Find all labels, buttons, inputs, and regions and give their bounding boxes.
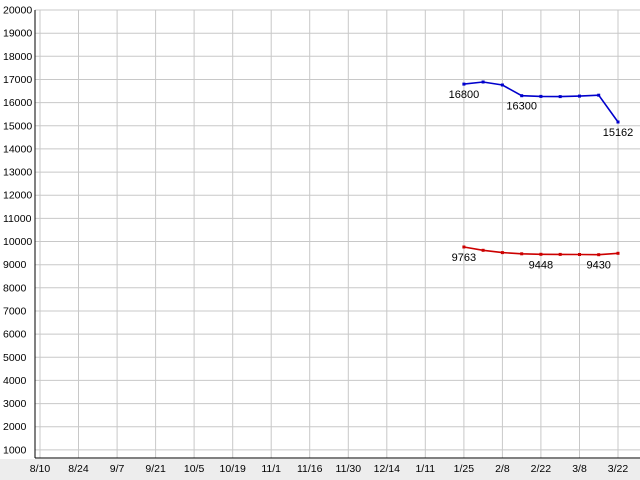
x-tick-label: 12/14 [374, 463, 400, 475]
lower-line-point [520, 252, 524, 256]
y-tick-label: 6000 [3, 329, 27, 341]
upper-line-point-label: 15162 [603, 127, 634, 139]
x-axis-strip [0, 459, 640, 480]
upper-line-point [539, 94, 543, 98]
upper-line-point-label: 16800 [449, 89, 480, 101]
x-tick-label: 3/22 [608, 463, 629, 475]
y-tick-label: 19000 [3, 28, 32, 40]
y-tick-label: 16000 [3, 97, 32, 109]
upper-line-point [520, 94, 524, 98]
y-tick-label: 4000 [3, 375, 27, 387]
x-tick-label: 10/5 [184, 463, 205, 475]
x-tick-label: 2/8 [495, 463, 510, 475]
y-tick-label: 1000 [3, 444, 27, 456]
lower-line-point [578, 253, 581, 256]
x-tick-label: 1/11 [415, 463, 435, 475]
lower-line-point [500, 251, 504, 255]
y-tick-label: 14000 [3, 143, 32, 155]
lower-line-point [616, 251, 620, 255]
x-tick-label: 3/8 [572, 463, 587, 475]
y-tick-label: 8000 [3, 282, 27, 294]
x-tick-label: 11/30 [336, 463, 362, 475]
y-tick-label: 10000 [3, 236, 32, 248]
lower-line-point-label: 9430 [586, 260, 610, 272]
y-tick-label: 20000 [3, 5, 32, 17]
upper-line-point [481, 80, 485, 84]
lower-line-point [539, 252, 543, 256]
lower-line-point-label: 9763 [452, 252, 476, 264]
lower-line-point [462, 245, 466, 249]
y-tick-label: 17000 [3, 74, 32, 86]
x-tick-label: 11/1 [261, 463, 281, 475]
y-tick-label: 5000 [3, 352, 27, 364]
x-tick-label: 11/16 [297, 463, 323, 475]
x-tick-label: 10/19 [220, 463, 246, 475]
y-tick-label: 18000 [3, 51, 32, 63]
x-tick-label: 9/7 [110, 463, 125, 475]
y-tick-label: 12000 [3, 190, 32, 202]
lower-line-point-label: 9448 [529, 259, 553, 271]
y-tick-label: 13000 [3, 167, 32, 179]
lower-line-point [597, 253, 601, 257]
upper-line-point [558, 95, 562, 99]
x-tick-label: 8/10 [30, 463, 51, 475]
y-tick-label: 15000 [3, 120, 32, 132]
y-tick-label: 2000 [3, 421, 27, 433]
y-tick-label: 9000 [3, 259, 27, 271]
upper-line-point [597, 93, 601, 97]
upper-line-point [462, 82, 466, 86]
x-tick-label: 1/25 [454, 463, 475, 475]
x-tick-label: 8/24 [68, 463, 89, 475]
x-tick-label: 9/21 [145, 463, 166, 475]
y-tick-label: 3000 [3, 398, 27, 410]
y-tick-label: 7000 [3, 306, 27, 318]
y-tick-label: 11000 [3, 213, 32, 225]
upper-line-point-label: 16300 [506, 101, 537, 113]
x-tick-label: 2/22 [531, 463, 552, 475]
lower-line-point [481, 248, 485, 252]
upper-line-point [616, 120, 620, 124]
upper-line-point [500, 83, 504, 87]
upper-line-point [578, 94, 581, 98]
lower-line-point [558, 252, 562, 256]
